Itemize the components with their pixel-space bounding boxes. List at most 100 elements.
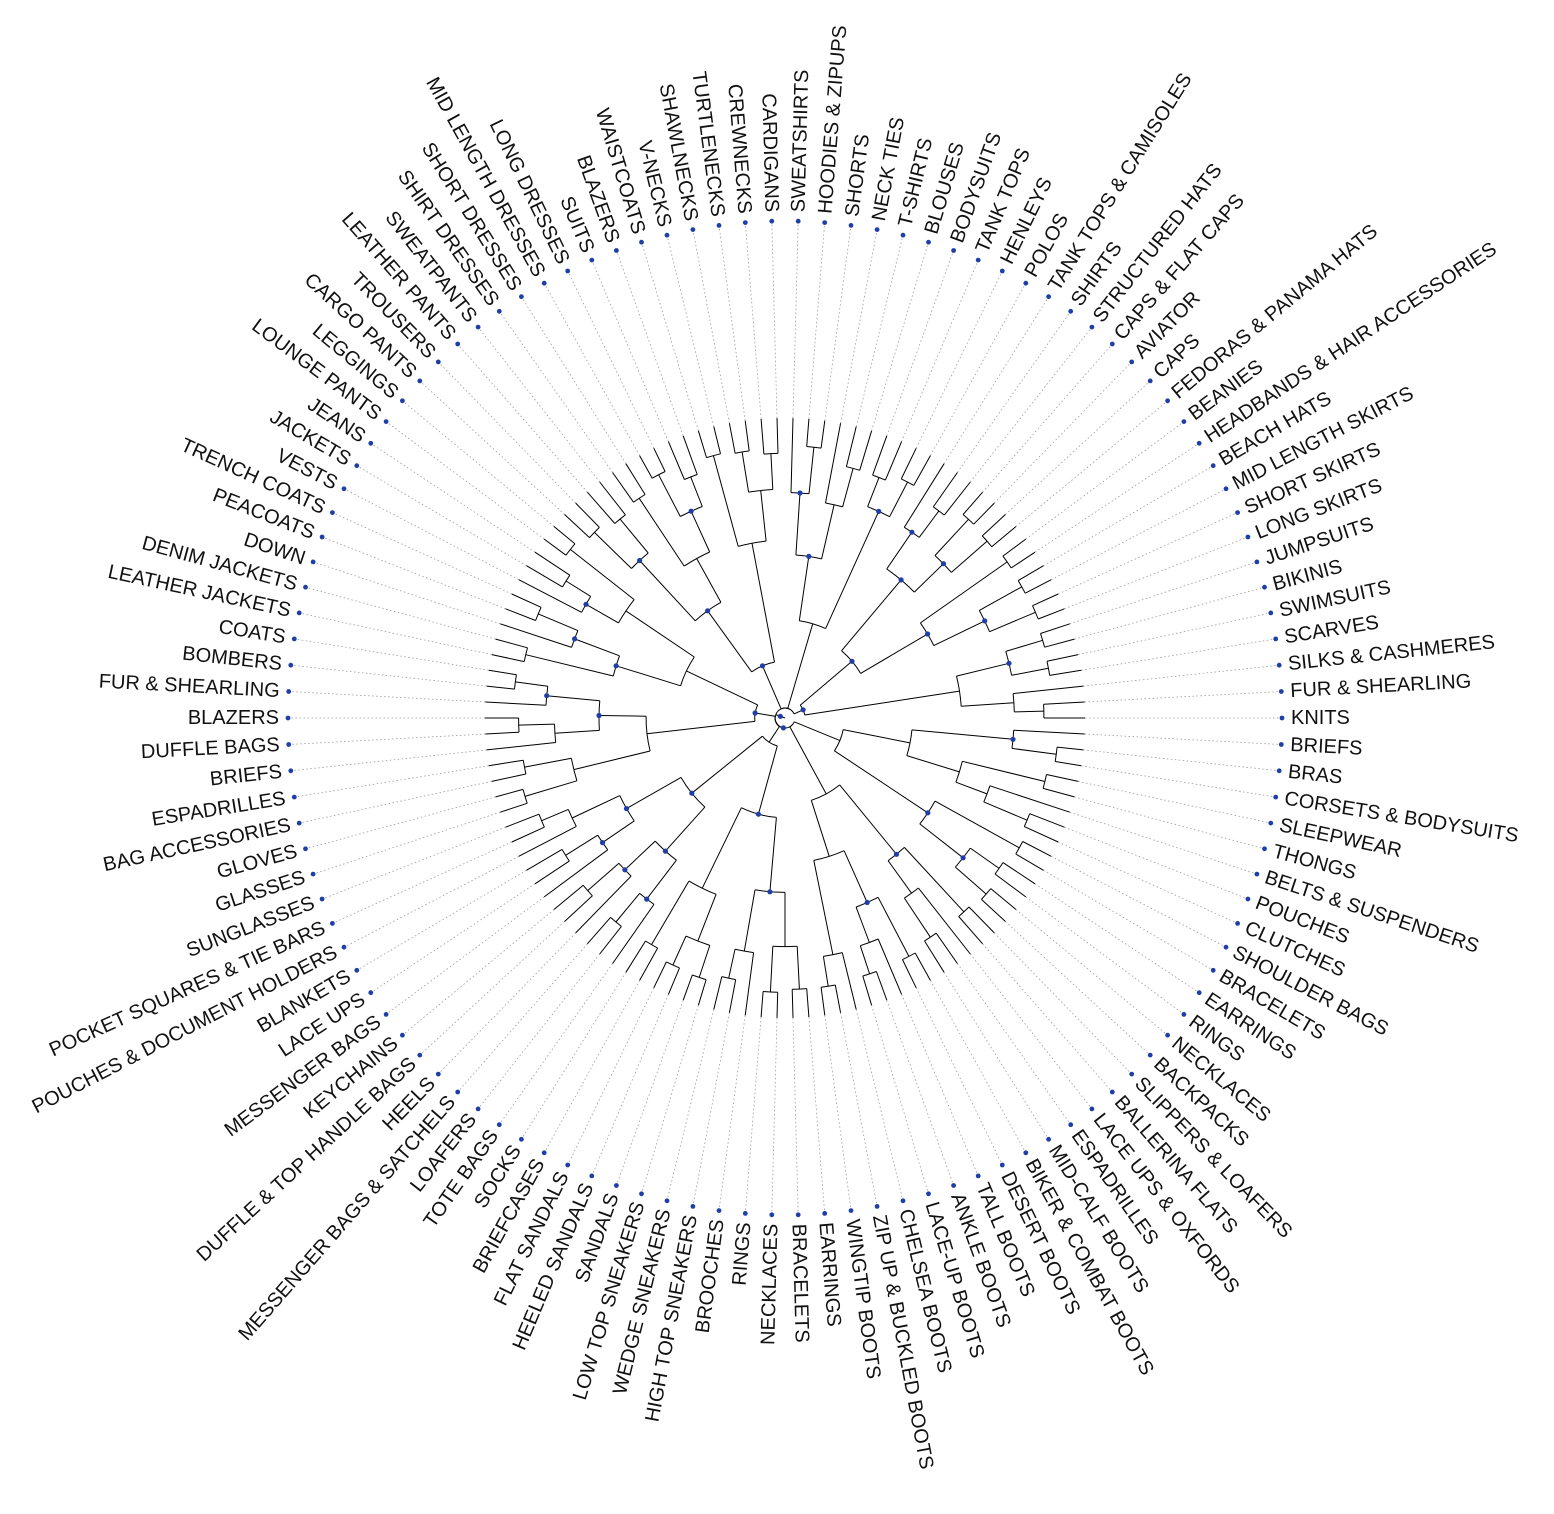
branch-segment	[1049, 669, 1082, 676]
leaf-guide	[692, 229, 730, 424]
leaf-guide	[312, 811, 501, 875]
branch-segment	[970, 847, 1000, 869]
branch-segment	[485, 731, 520, 735]
branch-segment	[486, 742, 556, 751]
leaf-label: FUR & SHEARLING	[1290, 670, 1472, 702]
branch-segment	[795, 492, 801, 556]
branch-segment	[932, 472, 958, 508]
branch-arc	[651, 471, 666, 479]
branch-segment	[904, 847, 965, 913]
internal-node-dot	[622, 867, 628, 873]
leaf-guide	[343, 488, 519, 581]
branch-arc	[538, 814, 545, 828]
branch-segment	[682, 974, 693, 1001]
branch-arc	[784, 707, 795, 715]
branch-segment	[760, 418, 765, 455]
leaf-guide	[1025, 421, 1185, 540]
leaf-dot	[951, 248, 956, 253]
branch-segment	[564, 514, 590, 538]
leaf-guide	[1034, 442, 1200, 553]
leaf-guide	[886, 250, 954, 436]
leaf-dot	[1068, 1122, 1074, 1128]
branch-arc	[567, 809, 577, 827]
leaf-guide	[771, 221, 778, 419]
branch-segment	[968, 906, 995, 934]
branch-segment	[841, 579, 902, 652]
leaf-dot	[496, 308, 502, 314]
leaf-guide	[744, 222, 762, 420]
branch-segment	[511, 826, 545, 843]
branch-arc	[562, 574, 571, 588]
branch-segment	[839, 784, 897, 855]
branch-segment	[624, 840, 656, 871]
leaf-dot	[1273, 636, 1279, 642]
leaf-dot	[288, 768, 294, 774]
leaf-dot	[1210, 967, 1216, 973]
branch-segment	[526, 565, 563, 588]
leaf-guide	[543, 980, 640, 1153]
leaf-dot	[848, 1208, 854, 1213]
leaf-dot	[286, 689, 292, 694]
leaf-guide	[385, 896, 545, 1015]
leaf-dot	[1109, 341, 1115, 347]
leaf-dot	[900, 1198, 906, 1204]
branch-arc	[514, 674, 517, 690]
branch-segment	[757, 745, 778, 815]
leaf-dot	[1268, 610, 1274, 616]
branch-segment	[651, 880, 690, 945]
leaf-guide	[886, 1000, 954, 1186]
leaf-dot	[1278, 742, 1284, 747]
branch-segment	[994, 873, 1027, 898]
leaf-guide	[305, 796, 496, 850]
internal-node-dot	[662, 848, 669, 854]
leaf-label: FUR & SHEARLING	[98, 670, 280, 702]
branch-segment	[744, 420, 750, 451]
branch-segment	[485, 701, 547, 706]
leaf-dot	[1068, 308, 1074, 314]
leaf-dot	[496, 1122, 502, 1128]
leaf-dot	[330, 510, 335, 515]
internal-node-dot	[599, 840, 606, 846]
leaf-guide	[290, 749, 487, 772]
leaf-dot	[565, 1162, 571, 1168]
internal-node-dot	[876, 508, 882, 514]
leaf-guide	[477, 326, 601, 483]
branch-segment	[769, 817, 777, 892]
leaf-guide	[498, 311, 613, 473]
leaf-dot	[1109, 1089, 1115, 1095]
leaf-dot	[383, 419, 389, 424]
branch-arc	[846, 466, 860, 471]
leaf-dot	[975, 1173, 981, 1179]
branch-segment	[696, 558, 722, 603]
branch-arc	[618, 599, 635, 624]
branch-segment	[612, 472, 634, 503]
branch-segment	[762, 665, 782, 709]
branch-segment	[843, 850, 868, 903]
leaf-dot	[286, 742, 292, 747]
leaf-guide	[840, 1012, 878, 1207]
leaf-guide	[356, 465, 527, 567]
branch-segment	[887, 860, 912, 894]
leaf-dot	[296, 820, 302, 826]
branch-segment	[495, 638, 528, 649]
leaf-guide	[1078, 781, 1271, 824]
leaf-guide	[521, 296, 627, 464]
branch-segment	[1044, 638, 1075, 648]
leaf-dot	[690, 227, 696, 233]
branch-segment	[955, 781, 988, 795]
branch-arc	[763, 991, 778, 993]
leaf-guide	[402, 400, 555, 527]
leaf-dot	[1276, 768, 1282, 774]
leaf-label: KNITS	[1291, 707, 1350, 729]
leaf-guide	[370, 442, 536, 553]
leaf-dot	[303, 846, 308, 852]
branch-segment	[1002, 538, 1027, 557]
internal-node-dot	[960, 855, 966, 861]
internal-node-dot	[705, 608, 711, 614]
branch-arc	[958, 906, 970, 917]
branch-segment	[989, 611, 1036, 633]
leaf-guide	[969, 326, 1093, 483]
leaf-dot	[822, 220, 828, 226]
leaf-dot	[716, 1208, 722, 1213]
leaf-dot	[1023, 280, 1029, 286]
